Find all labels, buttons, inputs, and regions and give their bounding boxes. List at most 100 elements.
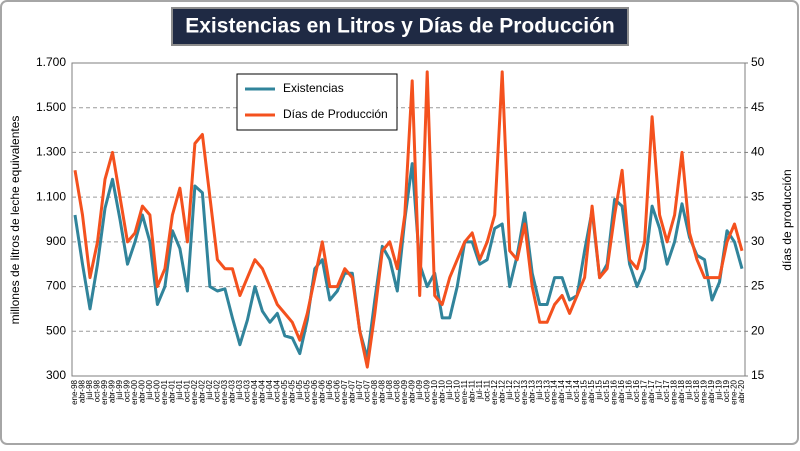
x-tick-label: abr-00 (138, 379, 147, 403)
title-box (171, 7, 629, 46)
x-tick-label: oct-01 (183, 379, 192, 402)
x-tick-label: oct-08 (392, 379, 401, 402)
y-tick-label: 1.100 (36, 189, 66, 203)
x-tick-label: jul-01 (175, 379, 184, 400)
x-tick-label: oct-17 (662, 379, 671, 402)
y2-tick-label: 30 (751, 234, 765, 248)
x-tick-label: ene-17 (640, 379, 649, 404)
x-tick-label: ene-02 (190, 379, 199, 404)
x-tick-label: jul-11 (475, 379, 484, 400)
x-tick-label: oct-15 (602, 379, 611, 402)
legend-label: Días de Producción (283, 107, 388, 121)
x-tick-label: oct-11 (482, 379, 491, 401)
y-tick-label: 900 (46, 234, 66, 248)
x-tick-label: ene-19 (700, 379, 709, 404)
x-tick-label: jul-03 (235, 379, 244, 400)
series-line (73, 70, 744, 369)
x-tick-label: abr-11 (467, 379, 476, 402)
x-tick-label: oct-98 (93, 379, 102, 402)
x-tick-label: jul-16 (625, 379, 634, 400)
x-tick-label: jul-99 (115, 379, 124, 400)
x-tick-label: abr-12 (497, 379, 506, 403)
x-tick-label: abr-98 (78, 379, 87, 403)
y2-tick-label: 50 (751, 55, 765, 69)
x-tick-label: oct-16 (632, 379, 641, 402)
x-tick-label: ene-06 (310, 379, 319, 404)
x-tick-label: jul-07 (355, 379, 364, 400)
series-line (73, 162, 744, 360)
x-tick-label: oct-09 (422, 379, 431, 402)
x-tick-label: abr-05 (287, 379, 296, 403)
x-tick-label: oct-06 (332, 379, 341, 402)
x-tick-label: abr-15 (587, 379, 596, 403)
x-tick-label: oct-10 (452, 379, 461, 402)
x-tick-label: oct-12 (512, 379, 521, 402)
y2-tick-label: 25 (751, 279, 765, 293)
x-tick-label: ene-07 (340, 379, 349, 404)
x-tick-label: ene-10 (430, 379, 439, 404)
y2-axis-label: días de producción (780, 169, 794, 270)
x-tick-label: jul-12 (505, 379, 514, 400)
x-tick-label: oct-18 (692, 379, 701, 402)
x-tick-label: jul-18 (685, 379, 694, 400)
x-tick-label: abr-10 (437, 379, 446, 403)
x-tick-label: abr-04 (257, 379, 266, 403)
x-tick-label: oct-04 (272, 379, 281, 402)
y2-tick-label: 35 (751, 189, 765, 203)
x-tick-label: abr-07 (347, 379, 356, 403)
y-axis-label: millones de litros de leche equivalentes (8, 116, 22, 325)
x-tick-label: abr-18 (677, 379, 686, 403)
x-tick-label: jul-09 (415, 379, 424, 400)
legend-label: Existencias (283, 81, 344, 95)
y2-tick-label: 45 (751, 100, 765, 114)
x-tick-label: ene-05 (280, 379, 289, 404)
plot-area (71, 62, 746, 377)
x-tick-label: ene-09 (400, 379, 409, 404)
x-tick-label: oct-07 (362, 379, 371, 402)
x-tick-label: abr-16 (617, 379, 626, 403)
x-tick-label: oct-14 (572, 379, 581, 402)
x-tick-label: oct-03 (242, 379, 251, 402)
y-tick-label: 1.500 (36, 100, 66, 114)
x-tick-label: abr-08 (377, 379, 386, 403)
legend-box (236, 73, 398, 131)
x-tick-label: jul-14 (565, 379, 574, 400)
x-tick-label: abr-01 (168, 379, 177, 403)
x-tick-label: ene-01 (160, 379, 169, 404)
x-tick-label: jul-15 (595, 379, 604, 400)
x-tick-label: jul-02 (205, 379, 214, 400)
x-tick-label: ene-99 (100, 379, 109, 404)
x-tick-label: abr-06 (317, 379, 326, 403)
x-tick-label: ene-00 (130, 379, 139, 404)
x-tick-label: abr-99 (108, 379, 117, 403)
x-tick-label: jul-06 (325, 379, 334, 400)
x-tick-label: jul-17 (655, 379, 664, 400)
x-tick-label: ene-08 (370, 379, 379, 404)
y-tick-label: 300 (46, 368, 66, 382)
x-tick-label: ene-18 (670, 379, 679, 404)
x-tick-label: ene-14 (550, 379, 559, 404)
x-tick-label: ene-15 (580, 379, 589, 404)
x-tick-label: abr-09 (407, 379, 416, 403)
x-tick-label: abr-02 (198, 379, 207, 403)
x-tick-label: oct-99 (123, 379, 132, 402)
y-tick-label: 1.700 (36, 55, 66, 69)
x-tick-label: abr-13 (527, 379, 536, 403)
y-tick-label: 700 (46, 279, 66, 293)
x-tick-label: jul-98 (85, 379, 94, 400)
x-tick-label: abr-20 (737, 379, 746, 403)
x-tick-label: jul-04 (265, 379, 274, 400)
x-tick-label: oct-00 (153, 379, 162, 402)
x-tick-label: ene-16 (610, 379, 619, 404)
x-tick-label: abr-17 (647, 379, 656, 403)
x-tick-label: abr-19 (707, 379, 716, 403)
x-tick-label: ene-13 (520, 379, 529, 404)
x-tick-label: jul-00 (145, 379, 154, 400)
x-tick-label: ene-12 (490, 379, 499, 404)
chart-title: Existencias en Litros y Días de Producci… (185, 15, 614, 38)
x-tick-label: oct-13 (542, 379, 551, 402)
x-tick-label: jul-08 (385, 379, 394, 400)
x-tick-label: abr-14 (557, 379, 566, 403)
